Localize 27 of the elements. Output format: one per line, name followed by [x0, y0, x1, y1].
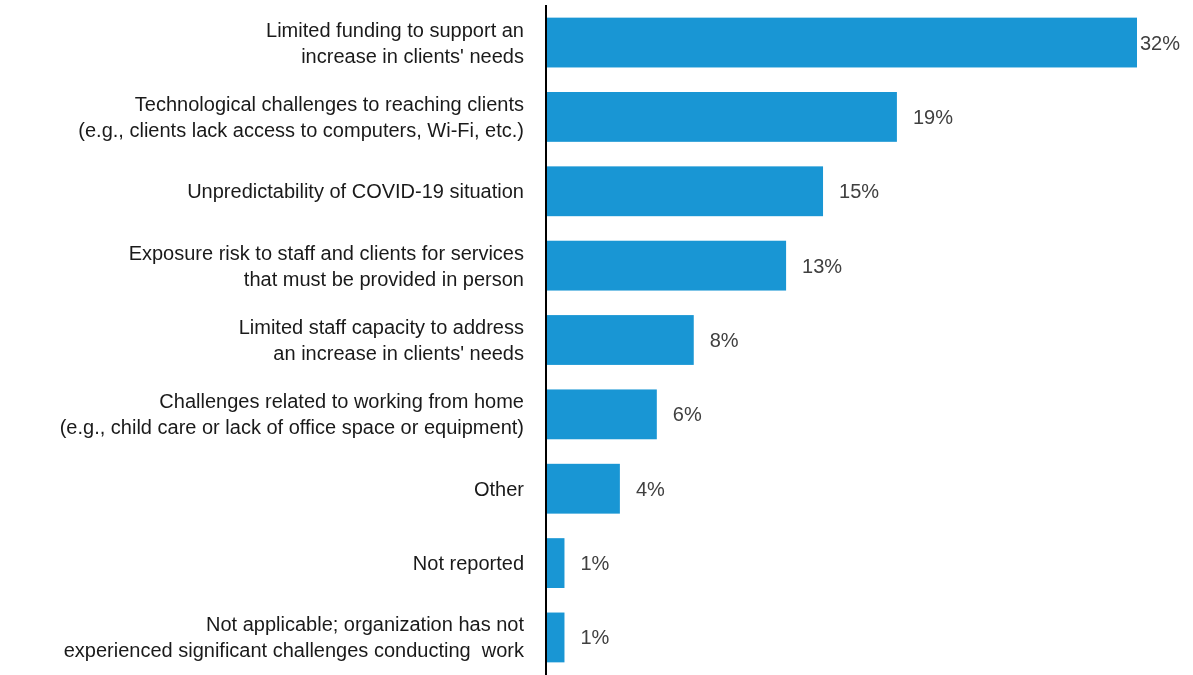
bar [546, 389, 657, 440]
bar [546, 612, 565, 663]
bar [546, 92, 897, 142]
data-label: 19% [912, 105, 954, 128]
data-label: 8% [709, 329, 739, 351]
y-tick-label: Not reported [412, 552, 524, 575]
y-tick-label: Limited staff capacity to address an increase in clients' needs [238, 316, 524, 364]
bar [546, 240, 787, 291]
bar [546, 538, 565, 588]
y-tick-label: Not applicable; organization has not experienced significant challenges conducting work [63, 613, 525, 662]
bar [546, 166, 824, 217]
y-tick-label: Unpredictability of COVID-19 situation [187, 180, 524, 203]
data-label: 4% [635, 477, 665, 500]
data-label: 6% [672, 403, 702, 426]
data-label: 13% [802, 254, 843, 277]
data-label: 1% [580, 626, 610, 649]
y-tick-label: Challenges related to working from home (e.g., child care or lack of office space or equipment) [59, 390, 524, 439]
y-tick-label: Other [473, 477, 525, 500]
bar [546, 463, 620, 514]
data-label: 15% [839, 180, 880, 203]
bar [546, 315, 694, 365]
data-label: 32% [1140, 31, 1181, 54]
bar [546, 17, 1137, 68]
data-label: 1% [580, 552, 610, 575]
y-tick-label: Limited funding to support an increase in clients' needs [266, 18, 524, 67]
y-tick-label: Exposure risk to staff and clients for services that must be provided in person [128, 241, 524, 290]
y-tick-label: Technological challenges to reaching clients (e.g., clients lack access to computers, Wi-Fi, etc.) [78, 92, 524, 141]
